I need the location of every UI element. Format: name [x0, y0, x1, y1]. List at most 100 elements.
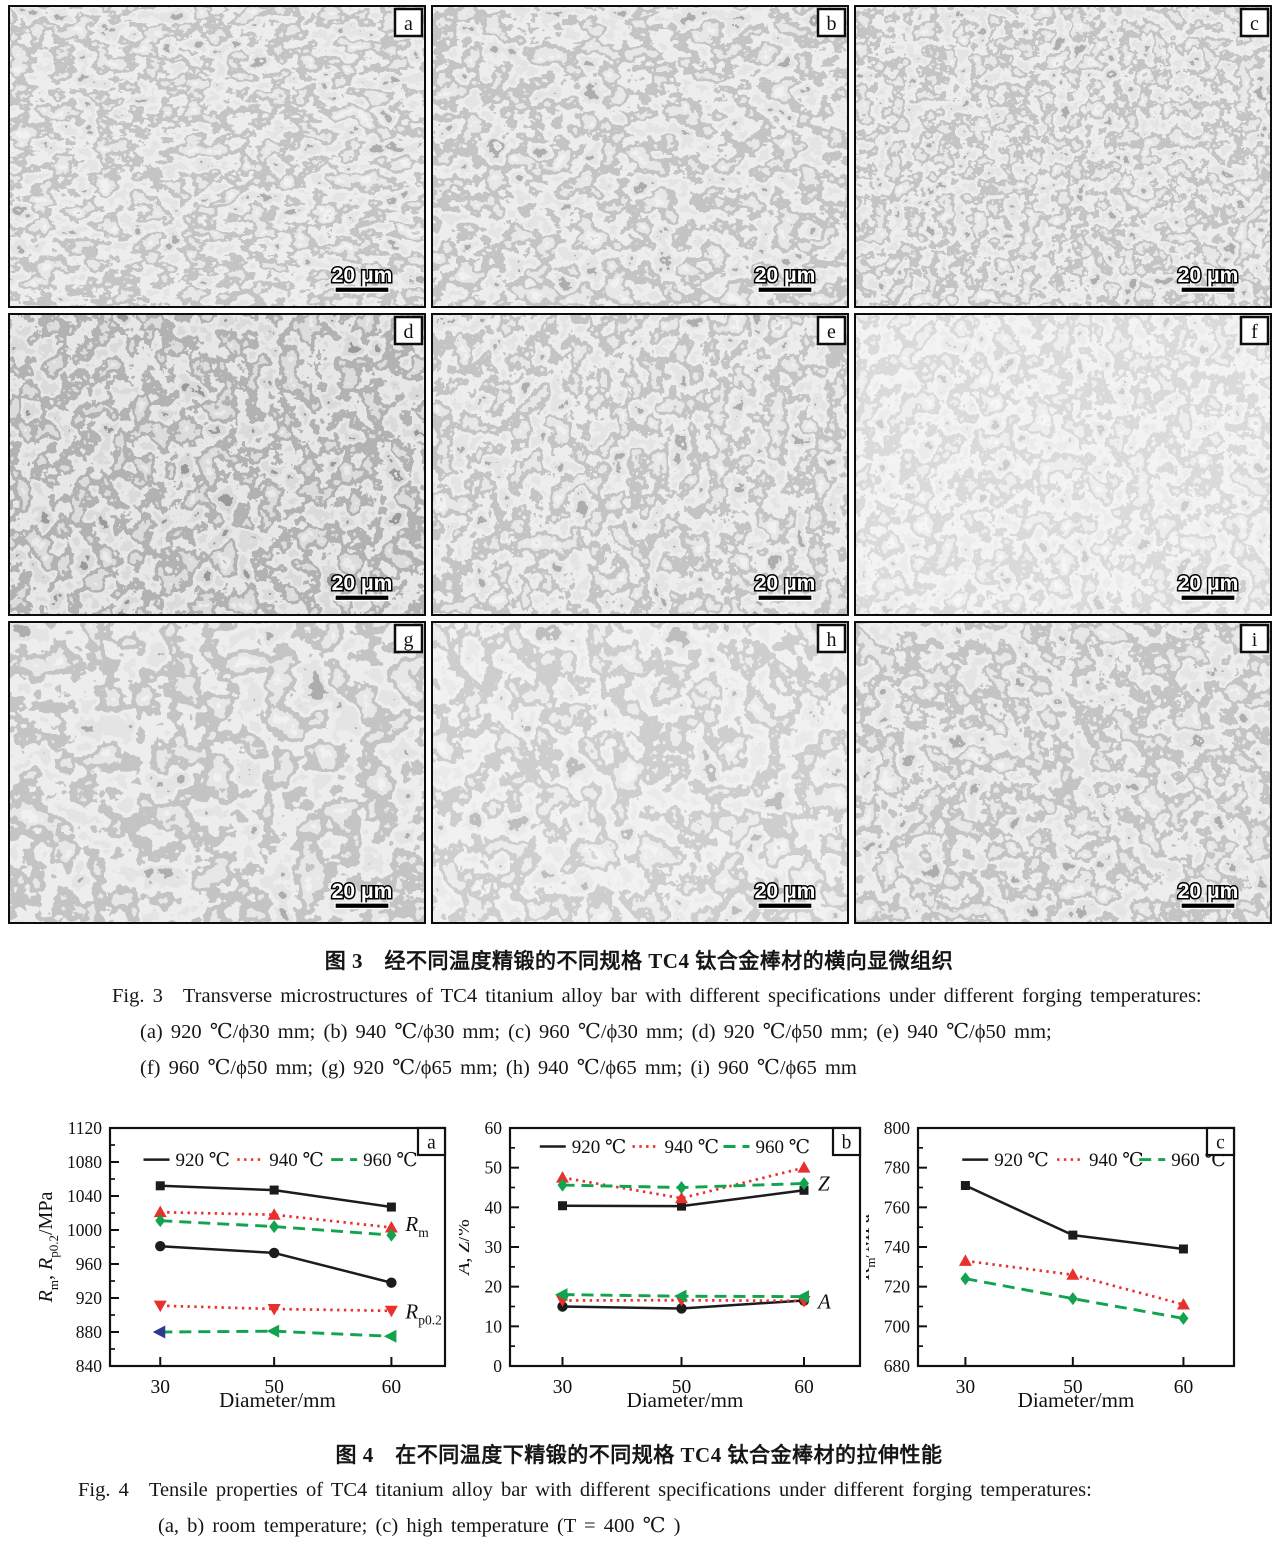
scale-bar-line	[757, 594, 813, 602]
svg-text:30: 30	[956, 1377, 976, 1398]
micrograph-image-c: 20 μm c	[856, 7, 1270, 306]
scale-bar-label: 20 μm	[332, 880, 393, 903]
figure3-caption-zh: 图 3 经不同温度精锻的不同规格 TC4 钛合金棒材的横向显微组织	[324, 949, 954, 973]
chart-panel-letter-box: c	[1205, 1126, 1236, 1157]
micrograph-panel-h: 20 μm h	[431, 621, 849, 924]
figure3-caption-en: Fig. 3 Transverse microstructures of TC4 …	[0, 978, 1278, 1014]
svg-text:1040: 1040	[67, 1186, 102, 1206]
scale-bar-line	[334, 286, 390, 294]
chart-panel-letter-box: a	[416, 1126, 447, 1157]
svg-text:1120: 1120	[68, 1118, 103, 1138]
micrograph-image-d: 20 μm d	[10, 315, 424, 614]
svg-text:50: 50	[672, 1377, 692, 1398]
series-annotation: A	[816, 1289, 831, 1313]
micrograph-image-a: 20 μm a	[10, 7, 424, 306]
svg-text:20: 20	[485, 1277, 503, 1297]
series-line	[160, 1210, 392, 1229]
series-line	[160, 1329, 392, 1338]
micrograph-texture	[856, 315, 1270, 614]
micrograph-texture	[10, 7, 424, 306]
svg-text:1000: 1000	[67, 1220, 102, 1240]
panel-letter-box: b	[816, 7, 847, 38]
scale-bar: 20 μm	[1176, 879, 1240, 910]
figure4-caption-prefix: Fig. 4	[78, 1479, 129, 1501]
micrograph-panel-g: 20 μm g	[8, 621, 426, 924]
figure4-caption-en-text: Tensile properties of TC4 titanium alloy…	[148, 1479, 1092, 1501]
scale-bar-line	[757, 902, 813, 910]
figure4-caption-zh: 图 4 在不同温度下精锻的不同规格 TC4 钛合金棒材的拉伸性能	[335, 1443, 943, 1467]
figure3-caption-prefix: Fig. 3	[112, 985, 163, 1007]
figure3-caption-items-2: (f) 960 ℃/ϕ50 mm; (g) 920 ℃/ϕ65 mm; (h) …	[140, 1057, 857, 1079]
figure3-caption: 图 3 经不同温度精锻的不同规格 TC4 钛合金棒材的横向显微组织 Fig. 3…	[0, 944, 1278, 1086]
svg-text:920: 920	[76, 1288, 103, 1308]
micrograph-texture	[10, 315, 424, 614]
svg-text:780: 780	[884, 1158, 911, 1178]
svg-text:680: 680	[884, 1356, 911, 1376]
panel-letter-box: h	[816, 623, 847, 654]
scale-bar-line	[334, 594, 390, 602]
x-axis-label: Diameter/mm	[219, 1388, 336, 1412]
plot-border	[508, 1126, 862, 1368]
panel-letter: f	[1251, 321, 1258, 343]
scale-bar-line	[757, 286, 813, 294]
micrograph-panel-c: 20 μm c	[854, 5, 1272, 308]
scale-bar-label: 20 μm	[755, 572, 816, 595]
micrograph-image-f: 20 μm f	[856, 315, 1270, 614]
panel-letter-box: c	[1239, 7, 1270, 38]
panel-letter: c	[1250, 13, 1259, 35]
svg-text:880: 880	[76, 1322, 103, 1342]
scale-bar: 20 μm	[753, 879, 817, 910]
svg-text:760: 760	[884, 1197, 911, 1217]
svg-text:720: 720	[884, 1277, 911, 1297]
scale-bar: 20 μm	[753, 571, 817, 602]
chart-a: 840 880 920 960 1000 1040 1080 1120 30 50 60 Diamet…	[35, 1118, 447, 1412]
svg-text:60: 60	[382, 1377, 402, 1398]
figure3-micrograph-grid: 20 μm a 20 μm	[8, 5, 1272, 924]
svg-text:30: 30	[151, 1377, 171, 1398]
svg-text:c: c	[1216, 1133, 1225, 1154]
legend-label-0: 920 ℃	[994, 1150, 1049, 1171]
micrograph-image-i: 20 μm i	[856, 623, 1270, 922]
micrograph-panel-d: 20 μm d	[8, 313, 426, 616]
panel-letter: g	[404, 629, 414, 651]
svg-text:b: b	[842, 1133, 852, 1154]
micrograph-panel-e: 20 μm e	[431, 313, 849, 616]
micrograph-image-h: 20 μm h	[433, 623, 847, 922]
svg-text:a: a	[427, 1133, 436, 1154]
scale-bar-label: 20 μm	[755, 264, 816, 287]
series-line	[562, 1166, 805, 1200]
micrograph-texture	[856, 623, 1270, 922]
panel-letter-box: g	[393, 623, 424, 654]
svg-text:840: 840	[76, 1356, 103, 1376]
svg-text:40: 40	[485, 1197, 503, 1217]
chart-c: 680 700 720 740 760 780 800 30 50 60 Diameter/mm Rm…	[866, 1118, 1236, 1412]
scale-bar: 20 μm	[330, 571, 394, 602]
svg-text:50: 50	[264, 1377, 284, 1398]
scale-bar-line	[1180, 594, 1236, 602]
scale-bar-line	[1180, 286, 1236, 294]
figure4-caption-en: Fig. 4 Tensile properties of TC4 titanium…	[0, 1472, 1278, 1508]
scale-bar-label: 20 μm	[332, 264, 393, 287]
panel-letter-box: d	[393, 315, 424, 346]
svg-text:60: 60	[1174, 1377, 1194, 1398]
legend-label-0: 920 ℃	[572, 1137, 627, 1158]
panel-letter: a	[404, 13, 413, 35]
figure3-caption-items-1: (a) 920 ℃/ϕ30 mm; (b) 940 ℃/ϕ30 mm; (c) …	[140, 1021, 1052, 1043]
svg-text:60: 60	[794, 1377, 814, 1398]
panel-letter-box: i	[1239, 623, 1270, 654]
scale-bar-label: 20 μm	[1178, 264, 1239, 287]
panel-letter: d	[404, 321, 414, 343]
micrograph-panel-b: 20 μm b	[431, 5, 849, 308]
micrograph-image-b: 20 μm b	[433, 7, 847, 306]
panel-letter: i	[1252, 629, 1258, 651]
figure3-caption-en-text: Transverse microstructures of TC4 titani…	[182, 985, 1202, 1007]
svg-text:30: 30	[485, 1237, 503, 1257]
x-axis-label: Diameter/mm	[627, 1388, 744, 1412]
x-axis-label: Diameter/mm	[1018, 1388, 1135, 1412]
y-axis-label: Rm, Rp0.2/MPa	[35, 1192, 61, 1304]
panel-letter-box: e	[816, 315, 847, 346]
legend-label-1: 940 ℃	[269, 1150, 324, 1171]
panel-letter-box: f	[1239, 315, 1270, 346]
legend-label-2: 960 ℃	[756, 1137, 811, 1158]
